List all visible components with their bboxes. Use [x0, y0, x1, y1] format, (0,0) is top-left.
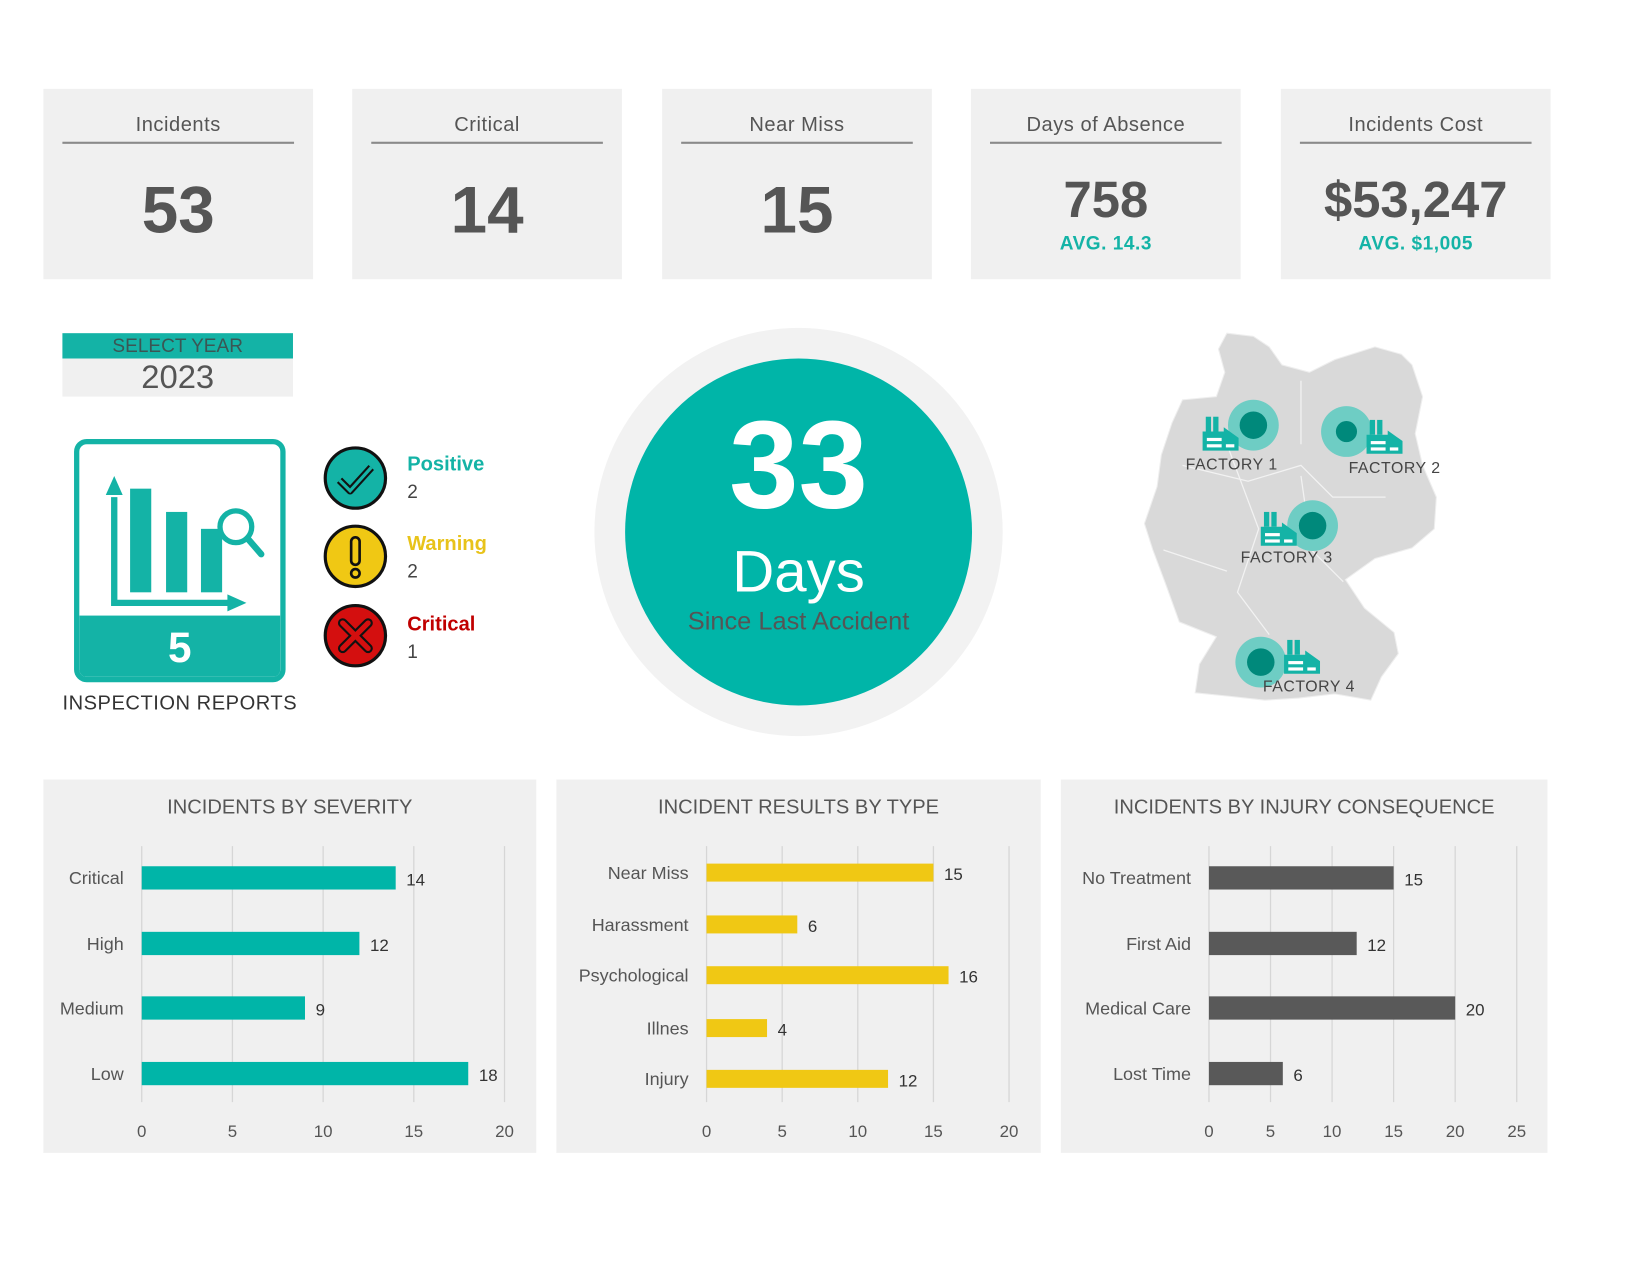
- kpi-card-days-of-absence: Days of Absence 758 AVG. 14.3: [970, 88, 1241, 280]
- kpi-title: Near Miss: [681, 114, 913, 144]
- chart-title: INCIDENTS BY SEVERITY: [167, 796, 413, 819]
- status-warning-label: Warning: [407, 533, 487, 556]
- check-icon: [323, 446, 388, 510]
- status-positive-label: Positive: [407, 453, 485, 476]
- kpi-value: $53,247: [1323, 172, 1508, 229]
- kpi-title: Critical: [371, 114, 603, 144]
- kpi-value: 758: [1063, 172, 1149, 229]
- inspection-label: INSPECTION REPORTS: [62, 692, 298, 716]
- chart-panel-type: INCIDENT RESULTS BY TYPE: [556, 779, 1041, 1153]
- kpi-title: Incidents: [62, 114, 295, 144]
- status-positive-count: 2: [407, 481, 418, 503]
- kpi-card-critical: Critical 14: [352, 88, 622, 280]
- factory-icon: [1202, 416, 1239, 451]
- kpi-value: 14: [450, 174, 524, 248]
- chart-title: INCIDENT RESULTS BY TYPE: [658, 796, 940, 819]
- factory-3-marker: [1287, 500, 1338, 552]
- kpi-title: Incidents Cost: [1299, 114, 1532, 144]
- exclamation-icon: [323, 524, 388, 589]
- days-since-circle: [625, 358, 973, 706]
- factory-1-marker: [1227, 399, 1279, 451]
- inspection-reports-tile: 5: [74, 438, 286, 683]
- factory-label: FACTORY 3: [1240, 548, 1333, 567]
- kpi-value: 53: [141, 174, 215, 248]
- factory-2-marker: [1321, 406, 1372, 457]
- status-warning-count: 2: [407, 560, 418, 582]
- kpi-average: AVG. 14.3: [1059, 232, 1152, 254]
- factory-label: FACTORY 1: [1185, 455, 1278, 474]
- chart-magnifier-icon: [105, 475, 265, 612]
- days-since-number: 33: [729, 395, 868, 536]
- select-year-label: SELECT YEAR: [62, 333, 293, 359]
- status-critical-label: Critical: [407, 613, 476, 636]
- year-dropdown[interactable]: 2023: [62, 358, 293, 397]
- kpi-card-near-miss: Near Miss 15: [662, 88, 932, 280]
- factory-label: FACTORY 4: [1262, 677, 1355, 696]
- kpi-card-incidents: Incidents 53: [43, 88, 314, 280]
- status-critical-count: 1: [407, 640, 418, 663]
- factory-4-marker: [1235, 636, 1287, 688]
- chart-panel-severity: INCIDENTS BY SEVERITY: [43, 779, 537, 1153]
- kpi-value: 15: [760, 174, 834, 248]
- kpi-average: AVG. $1,005: [1358, 232, 1473, 254]
- chart-panel-consequence: INCIDENTS BY INJURY CONSEQUENCE: [1060, 779, 1548, 1153]
- days-since-unit: Days: [732, 538, 865, 604]
- kpi-card-incidents-cost: Incidents Cost $53,247 AVG. $1,005: [1280, 88, 1551, 280]
- x-icon: [323, 603, 388, 668]
- inspection-count: 5: [79, 615, 281, 677]
- days-since-caption: Since Last Accident: [687, 607, 910, 636]
- chart-title: INCIDENTS BY INJURY CONSEQUENCE: [1113, 796, 1495, 819]
- factory-label: FACTORY 2: [1348, 459, 1441, 478]
- kpi-title: Days of Absence: [990, 114, 1222, 144]
